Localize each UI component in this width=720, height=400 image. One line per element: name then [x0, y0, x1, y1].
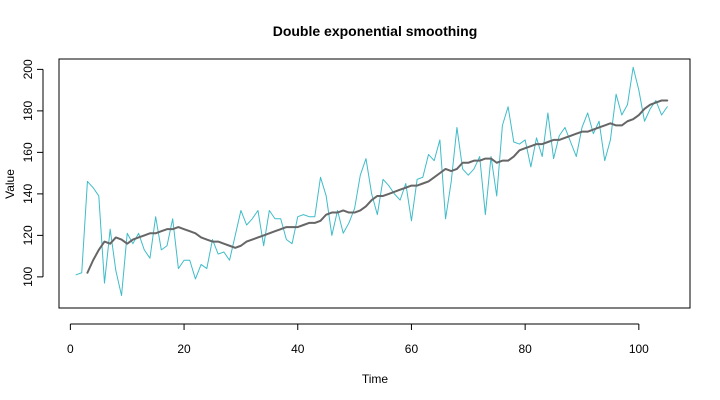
y-axis: 100 120 140 160 180 200 [21, 59, 44, 287]
y-tick-label: 120 [21, 225, 35, 245]
plot-area [58, 58, 691, 309]
x-tick-label: 0 [67, 342, 74, 356]
y-tick-label: 180 [21, 101, 35, 121]
x-tick-label: 100 [629, 342, 649, 356]
y-tick-label: 100 [21, 267, 35, 287]
y-tick-label: 200 [21, 59, 35, 79]
observed-series-line [75, 66, 668, 297]
smoothed-series-line [86, 99, 669, 274]
x-axis-label: Time [362, 372, 389, 386]
y-tick-label: 160 [21, 142, 35, 162]
y-axis-label: Value [3, 169, 17, 199]
x-tick-label: 20 [177, 342, 191, 356]
series-layer [75, 66, 669, 297]
x-tick-label: 40 [291, 342, 305, 356]
y-tick-label: 140 [21, 184, 35, 204]
x-axis: 0 20 40 60 80 100 [67, 323, 649, 356]
chart-title: Double exponential smoothing [273, 23, 478, 39]
x-tick-label: 60 [405, 342, 419, 356]
x-tick-label: 80 [518, 342, 532, 356]
